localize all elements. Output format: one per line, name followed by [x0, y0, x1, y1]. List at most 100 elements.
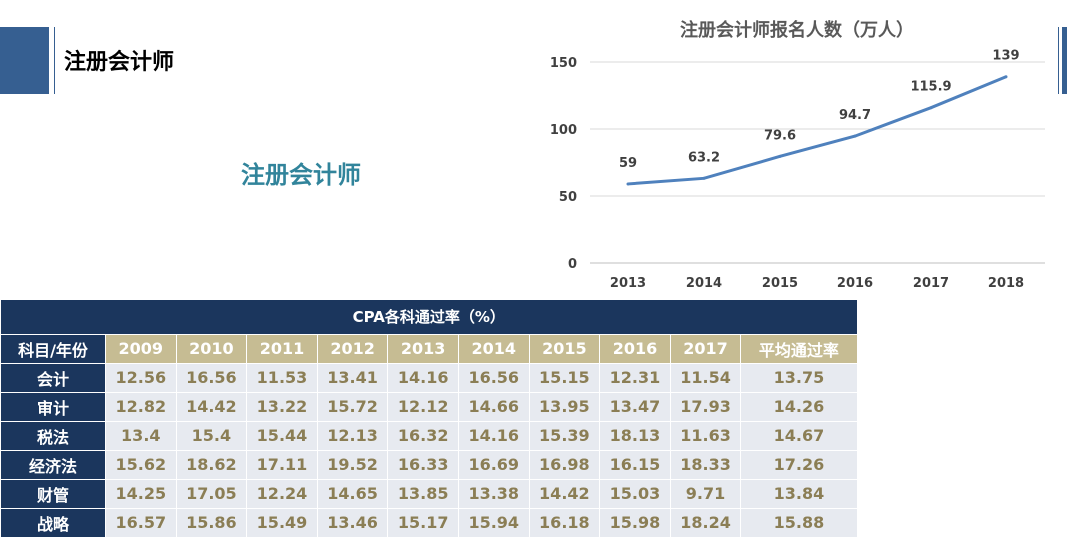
accent-block-right: [1062, 27, 1067, 94]
column-header: 平均通过率: [740, 333, 858, 364]
table-cell: 12.13: [316, 420, 389, 451]
table-cell: 17.26: [740, 449, 858, 480]
row-header: 财管: [0, 478, 106, 509]
y-tick-label: 50: [559, 190, 577, 205]
table-cell: 14.16: [457, 420, 530, 451]
data-label: 59: [619, 156, 637, 171]
table-row: 会计 12.56 16.56 11.53 13.41 14.16 16.56 15.15 12.…: [0, 362, 858, 393]
table-cell: 11.54: [669, 362, 742, 393]
table-cell: 15.4: [175, 420, 248, 451]
column-header: 2013: [387, 333, 459, 364]
table-caption: CPA各科通过率（%）: [0, 300, 857, 334]
table-cell: 15.44: [246, 420, 318, 451]
data-point: [626, 182, 630, 186]
row-header: 会计: [0, 362, 106, 393]
table-cell: 15.98: [599, 507, 671, 538]
table-cell: 13.4: [105, 420, 177, 451]
table-cell: 15.88: [740, 507, 858, 538]
table-cell: 18.24: [669, 507, 742, 538]
table-cell: 9.71: [669, 478, 742, 509]
table-cell: 11.63: [669, 420, 742, 451]
table-cell: 15.72: [316, 391, 389, 422]
corner-header: 科目/年份: [0, 333, 106, 364]
table-cell: 15.15: [528, 362, 601, 393]
column-header: 2010: [175, 333, 248, 364]
column-header: 2016: [599, 333, 671, 364]
table-cell: 12.24: [246, 478, 318, 509]
table-cell: 16.98: [528, 449, 601, 480]
table-cell: 16.33: [387, 449, 459, 480]
x-tick-label: 2013: [610, 276, 646, 291]
table-cell: 18.33: [669, 449, 742, 480]
x-tick-label: 2017: [913, 276, 949, 291]
table-cell: 16.32: [387, 420, 459, 451]
table-cell: 12.56: [105, 362, 177, 393]
x-tick-label: 2016: [837, 276, 873, 291]
data-point: [929, 106, 933, 110]
data-label: 94.7: [839, 108, 871, 123]
table-cell: 15.86: [175, 507, 248, 538]
column-header: 2017: [669, 333, 742, 364]
line-chart: 注册会计师报名人数（万人） 0 50 100 150 2013 2014 2015 2016 20…: [550, 19, 1045, 291]
page-title: 注册会计师: [64, 50, 175, 75]
table-cell: 14.67: [740, 420, 858, 451]
table-cell: 17.93: [669, 391, 742, 422]
table-cell: 19.52: [316, 449, 389, 480]
chart-title: 注册会计师报名人数（万人）: [680, 19, 914, 41]
data-label: 115.9: [910, 80, 951, 95]
table-cell: 13.22: [246, 391, 318, 422]
y-tick-label: 150: [550, 56, 577, 71]
table-cell: 14.42: [528, 478, 601, 509]
table-cell: 16.15: [599, 449, 671, 480]
column-header: 2009: [105, 333, 177, 364]
data-label: 79.6: [764, 128, 796, 143]
table-cell: 14.42: [175, 391, 248, 422]
table-cell: 16.18: [528, 507, 601, 538]
accent-line-right: [1058, 27, 1059, 94]
accent-line-left: [54, 27, 55, 94]
table-cell: 17.11: [246, 449, 318, 480]
y-tick-label: 100: [550, 123, 577, 138]
table-cell: 16.57: [105, 507, 177, 538]
table-cell: 13.85: [387, 478, 459, 509]
table-cell: 12.12: [387, 391, 459, 422]
data-label: 63.2: [688, 150, 720, 165]
table-cell: 14.16: [387, 362, 459, 393]
data-point: [778, 154, 782, 158]
section-subtitle: 注册会计师: [241, 161, 361, 189]
column-header: 2012: [316, 333, 389, 364]
table-cell: 13.38: [457, 478, 530, 509]
table-cell: 14.66: [457, 391, 530, 422]
table-cell: 14.26: [740, 391, 858, 422]
table-cell: 15.39: [528, 420, 601, 451]
table-row: 经济法 15.62 18.62 17.11 19.52 16.33 16.69 16.98 16…: [0, 449, 858, 480]
x-tick-label: 2015: [762, 276, 798, 291]
x-tick-label: 2014: [686, 276, 722, 291]
table-cell: 15.94: [457, 507, 530, 538]
column-header: 2015: [528, 333, 601, 364]
table-cell: 13.95: [528, 391, 601, 422]
table-cell: 11.53: [246, 362, 318, 393]
table-cell: 15.17: [387, 507, 459, 538]
table-cell: 16.56: [175, 362, 248, 393]
table-row: 财管 14.25 17.05 12.24 14.65 13.85 13.38 14.42 15.…: [0, 478, 858, 509]
table-cell: 14.65: [316, 478, 389, 509]
table-cell: 18.62: [175, 449, 248, 480]
row-header: 战略: [0, 507, 106, 538]
accent-block-left: [0, 27, 49, 94]
data-label: 139: [992, 49, 1019, 64]
table-cell: 13.75: [740, 362, 858, 393]
row-header: 审计: [0, 391, 106, 422]
table-cell: 15.03: [599, 478, 671, 509]
table-cell: 13.41: [316, 362, 389, 393]
column-header: 2014: [457, 333, 530, 364]
table-cell: 12.31: [599, 362, 671, 393]
table-cell: 12.82: [105, 391, 177, 422]
table-cell: 13.47: [599, 391, 671, 422]
data-point: [702, 176, 706, 180]
row-header: 经济法: [0, 449, 106, 480]
table-cell: 15.62: [105, 449, 177, 480]
series-line: [627, 75, 1007, 186]
table-cell: 18.13: [599, 420, 671, 451]
table-cell: 14.25: [105, 478, 177, 509]
